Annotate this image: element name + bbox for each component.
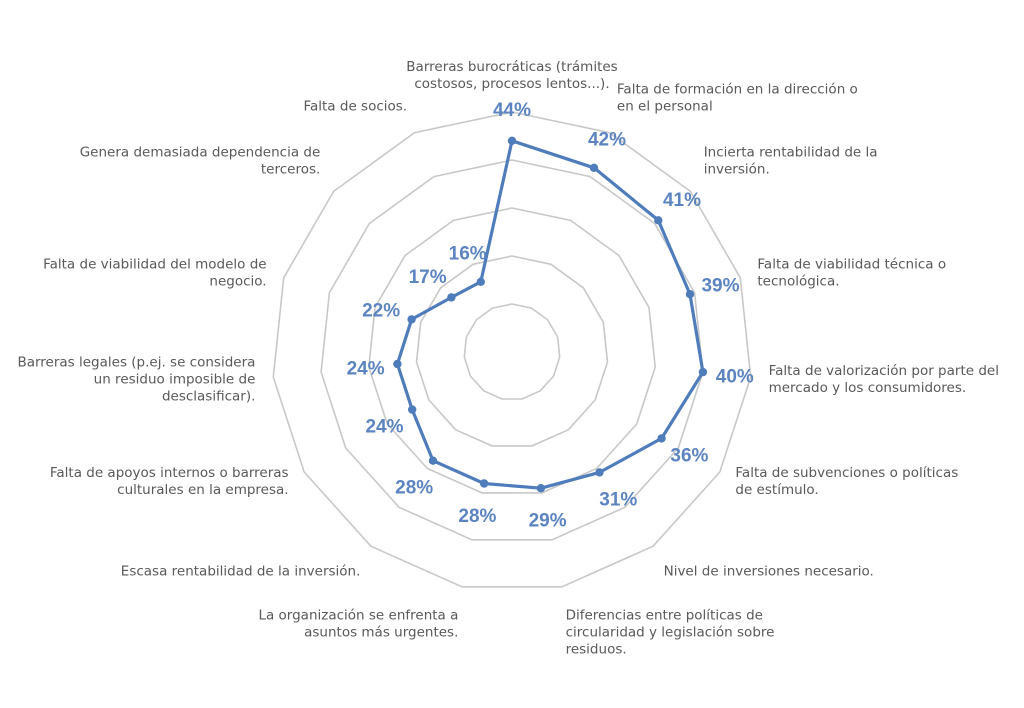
value-label: 22%	[362, 301, 400, 322]
data-point	[428, 456, 438, 465]
category-label: Falta de formación en la dirección o en e…	[617, 81, 858, 114]
data-point	[685, 290, 695, 299]
grid-ring	[367, 207, 657, 494]
category-label: Incierta rentabilidad de la inversión.	[704, 144, 878, 177]
data-point	[476, 277, 485, 286]
category-label-line: Nivel de inversiones necesario.	[664, 564, 874, 580]
value-label: 36%	[670, 445, 708, 466]
data-point	[536, 484, 546, 493]
category-label: Falta de subvenciones o políticas de estí…	[735, 465, 958, 498]
category-label-line: costosos, procesos lentos...).	[414, 76, 609, 92]
category-label-line: Genera demasiada dependencia de	[80, 144, 321, 160]
category-label: La organización se enfrenta a asuntos más…	[258, 607, 458, 640]
category-label-line: culturales en la empresa.	[117, 482, 288, 498]
data-point	[407, 315, 416, 324]
category-label: Nivel de inversiones necesario.	[664, 564, 874, 580]
category-label: Falta de apoyos internos o barreras cultu…	[50, 465, 289, 498]
value-label: 39%	[701, 275, 739, 296]
category-label-line: Barreras burocráticas (trámites	[406, 59, 617, 75]
category-label: Falta de viabilidad del modelo de negocio…	[43, 256, 267, 289]
category-label-line: Falta de viabilidad del modelo de	[43, 256, 267, 272]
category-label-line: circularidad y legislación sobre	[566, 624, 775, 640]
grid-ring	[463, 303, 561, 400]
value-label: 24%	[347, 358, 385, 379]
category-labels: Barreras burocráticas (trámites costosos,…	[17, 59, 999, 657]
value-label: 42%	[588, 130, 626, 151]
category-label-line: Falta de socios.	[303, 98, 407, 114]
value-label: 17%	[409, 267, 447, 288]
value-label: 31%	[599, 489, 637, 510]
value-label: 29%	[529, 511, 567, 532]
series-line	[395, 139, 705, 490]
category-label-line: mercado y los consumidores.	[769, 380, 967, 396]
category-label-line: Barreras legales (p.ej. se considera	[17, 355, 255, 371]
data-point	[408, 405, 417, 414]
category-label-line: Falta de apoyos internos o barreras	[50, 465, 289, 481]
value-label: 16%	[449, 244, 487, 265]
category-label-line: un residuo imposible de	[94, 372, 256, 388]
category-label: Falta de viabilidad técnica o tecnológica…	[757, 256, 946, 289]
radar-series	[393, 136, 708, 493]
data-point	[447, 293, 456, 302]
category-label-line: de estímulo.	[735, 482, 818, 498]
category-label-line: La organización se enfrenta a	[258, 607, 458, 623]
category-label: Barreras legales (p.ej. se considera un r…	[17, 355, 255, 405]
value-label: 41%	[663, 190, 701, 211]
category-label: Falta de socios.	[303, 98, 407, 114]
category-label-line: Incierta rentabilidad de la	[704, 144, 878, 160]
category-label-line: Falta de formación en la dirección o	[617, 81, 858, 97]
category-label-line: Falta de viabilidad técnica o	[757, 256, 946, 272]
data-point	[507, 136, 517, 145]
value-label: 24%	[365, 417, 403, 438]
value-label: 28%	[458, 506, 496, 527]
category-label-line: negocio.	[209, 273, 266, 289]
category-label-line: Falta de valorización por parte del	[769, 363, 999, 379]
value-label: 44%	[493, 100, 531, 121]
category-label-line: terceros.	[261, 161, 320, 177]
category-label-line: Escasa rentabilidad de la inversión.	[121, 564, 361, 580]
category-label-line: asuntos más urgentes.	[304, 624, 458, 640]
category-label-line: Diferencias entre políticas de	[566, 607, 763, 623]
category-label-line: en el personal	[617, 98, 713, 114]
data-point	[595, 468, 604, 477]
category-label-line: desclasificar).	[162, 389, 255, 405]
radar-grid	[272, 111, 752, 588]
data-point	[698, 367, 708, 377]
grid-ring	[320, 159, 704, 541]
category-label-line: inversión.	[704, 161, 770, 177]
grid-ring	[415, 255, 609, 447]
category-label: Escasa rentabilidad de la inversión.	[121, 564, 361, 580]
data-point	[657, 434, 666, 443]
data-point	[393, 359, 402, 369]
data-point	[654, 216, 663, 225]
value-label: 40%	[716, 366, 754, 387]
category-label: Barreras burocráticas (trámites costosos,…	[406, 59, 617, 92]
data-point	[479, 479, 489, 488]
category-label: Genera demasiada dependencia de terceros.	[80, 144, 321, 177]
value-label: 28%	[395, 478, 433, 499]
category-label-line: residuos.	[566, 641, 627, 657]
category-label-line: Falta de subvenciones o políticas	[735, 465, 958, 481]
category-label: Falta de valorización por parte del merca…	[769, 363, 999, 396]
category-label: Diferencias entre políticas de circularid…	[566, 607, 775, 657]
value-labels: 44% 42% 41% 39% 40% 36% 31% 29% 28% 28% 24% 24% 22% 1…	[347, 100, 754, 532]
category-label-line: tecnológica.	[757, 273, 839, 289]
grid-ring	[272, 111, 752, 588]
data-point	[589, 163, 599, 172]
